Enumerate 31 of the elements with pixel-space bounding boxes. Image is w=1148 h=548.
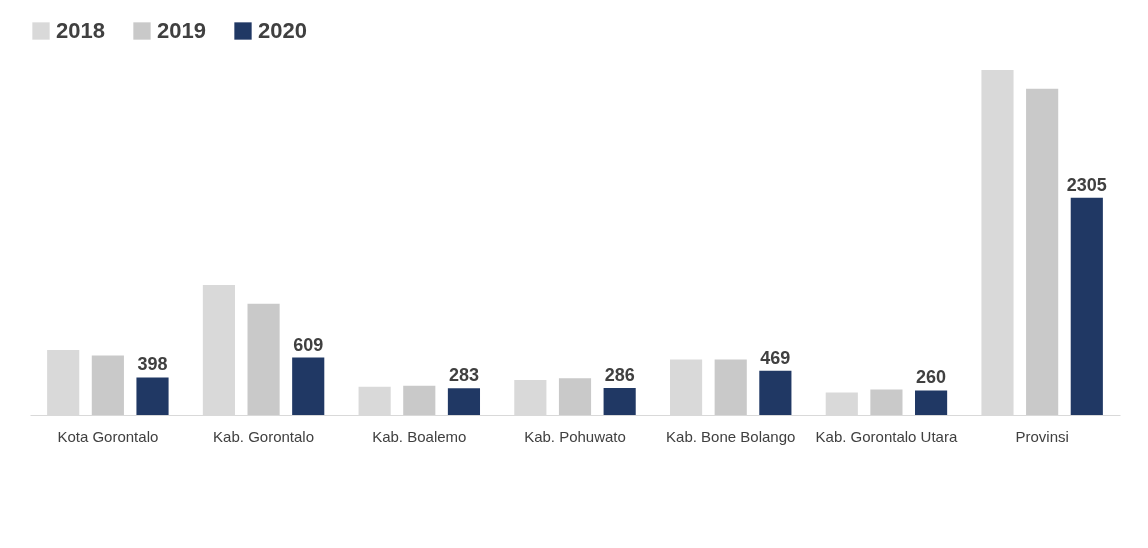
bar [870, 389, 903, 415]
bar [714, 359, 747, 415]
data-label: 398 [137, 354, 168, 375]
x-tick-label: Provinsi [1015, 427, 1069, 445]
x-tick-label: Kab. Gorontalo [213, 427, 315, 445]
data-label: 283 [448, 365, 479, 386]
bar [603, 388, 636, 415]
bar [136, 377, 169, 415]
bar [247, 303, 280, 415]
data-label: 609 [293, 334, 324, 355]
x-tick-label: Kab. Boalemo [372, 427, 467, 445]
x-tick-label: Kab. Gorontalo Utara [815, 427, 958, 445]
bar [558, 378, 592, 415]
bar [292, 357, 325, 415]
data-label: 260 [916, 367, 947, 388]
data-label: 286 [604, 365, 635, 386]
x-tick-label: Kab. Pohuwato [524, 427, 626, 445]
legend-label: 2019 [157, 18, 206, 43]
data-label: 469 [760, 347, 791, 368]
legend-label: 2020 [258, 18, 307, 43]
x-tick-label: Kab. Bone Bolango [666, 427, 796, 445]
legend-label: 2018 [56, 18, 105, 43]
data-label: 2305 [1066, 174, 1107, 195]
bar [1070, 197, 1103, 415]
bar [447, 388, 481, 415]
bar [759, 370, 792, 415]
bar [91, 355, 124, 415]
x-tick-label: Kota Gorontalo [57, 427, 159, 445]
bar [403, 385, 436, 415]
bar [915, 390, 948, 415]
bar [1026, 88, 1059, 415]
